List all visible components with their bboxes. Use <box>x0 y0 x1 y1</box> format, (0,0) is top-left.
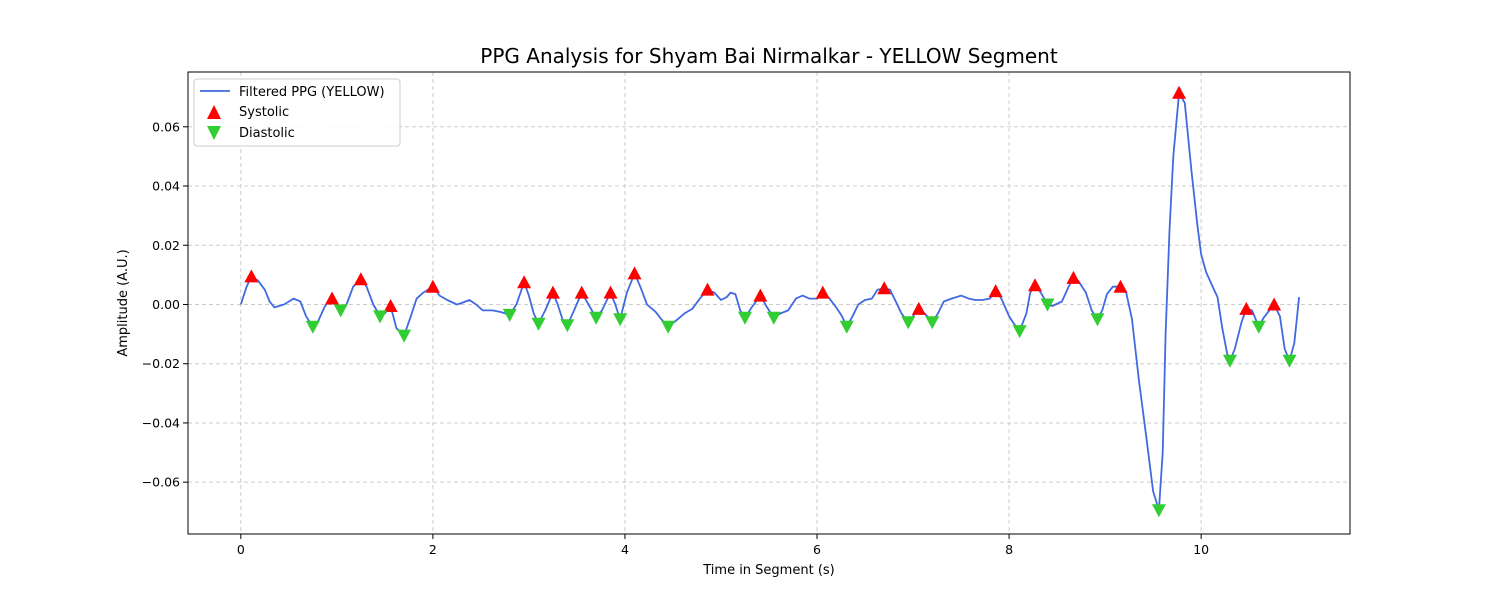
systolic-marker <box>425 279 440 293</box>
diastolic-marker <box>613 313 628 327</box>
systolic-marker <box>988 284 1003 298</box>
x-tick-label: 0 <box>237 542 245 557</box>
legend-diastolic-swatch <box>207 126 221 140</box>
diastolic-marker <box>1040 298 1055 312</box>
diastolic-marker <box>1012 325 1027 339</box>
y-axis-ticks: −0.06 −0.04 −0.02 0.00 0.02 0.04 0.06 <box>142 119 188 490</box>
peak-markers <box>244 85 1297 518</box>
diastolic-marker <box>737 311 752 325</box>
systolic-marker <box>815 285 830 299</box>
y-tick-label: 0.02 <box>152 238 180 253</box>
systolic-marker <box>700 282 715 296</box>
systolic-marker <box>325 291 340 305</box>
diastolic-marker <box>333 304 348 318</box>
diastolic-marker <box>531 317 546 331</box>
chart-title: PPG Analysis for Shyam Bai Nirmalkar - Y… <box>480 44 1058 68</box>
diastolic-marker <box>925 316 940 330</box>
systolic-marker <box>627 266 642 280</box>
diastolic-marker <box>589 311 604 325</box>
systolic-marker <box>1267 297 1282 311</box>
systolic-marker <box>353 272 368 286</box>
diastolic-marker <box>502 308 517 322</box>
diastolic-marker <box>766 311 781 325</box>
x-tick-label: 6 <box>813 542 821 557</box>
diastolic-marker <box>560 319 575 333</box>
y-tick-label: −0.04 <box>142 415 180 430</box>
x-axis-label: Time in Segment (s) <box>702 563 834 578</box>
y-tick-label: 0.06 <box>152 119 180 134</box>
plot-area-frame <box>187 71 1351 535</box>
systolic-marker <box>1239 301 1254 315</box>
diastolic-marker <box>1251 320 1266 334</box>
diastolic-marker <box>373 310 388 324</box>
series-filtered-ppg <box>239 91 1300 512</box>
systolic-marker <box>1066 270 1081 284</box>
legend-label-diastolic: Diastolic <box>239 126 295 141</box>
legend-box <box>193 78 401 147</box>
legend-systolic-swatch <box>207 105 221 119</box>
systolic-marker <box>1113 279 1128 293</box>
y-tick-label: 0.04 <box>152 179 180 194</box>
diastolic-marker <box>397 329 412 343</box>
legend: Filtered PPG (YELLOW) Systolic Diastolic <box>193 78 401 147</box>
legend-label-filtered: Filtered PPG (YELLOW) <box>239 85 385 100</box>
diastolic-marker <box>1090 313 1105 327</box>
x-tick-label: 2 <box>429 542 437 557</box>
diastolic-marker <box>1151 504 1166 518</box>
systolic-marker <box>545 285 560 299</box>
x-tick-label: 4 <box>621 542 629 557</box>
x-tick-label: 8 <box>1005 542 1013 557</box>
y-tick-label: 0.00 <box>152 297 180 312</box>
x-axis-ticks: 0 2 4 6 8 10 <box>237 534 1209 557</box>
ppg-line <box>239 91 1300 512</box>
systolic-marker <box>1028 278 1043 292</box>
y-axis-label: Amplitude (A.U.) <box>116 249 131 356</box>
x-tick-label: 10 <box>1193 542 1209 557</box>
diastolic-marker <box>305 320 320 334</box>
diastolic-marker <box>1282 354 1297 368</box>
y-tick-label: −0.02 <box>142 356 180 371</box>
diastolic-marker <box>1222 354 1237 368</box>
systolic-marker <box>753 288 768 302</box>
systolic-marker <box>911 301 926 315</box>
legend-label-systolic: Systolic <box>239 105 289 120</box>
systolic-marker <box>517 275 532 289</box>
diastolic-marker <box>901 316 916 330</box>
systolic-marker <box>383 298 398 312</box>
systolic-marker <box>1172 85 1187 99</box>
systolic-marker <box>603 285 618 299</box>
systolic-marker <box>574 285 589 299</box>
systolic-marker <box>244 269 259 283</box>
y-tick-label: −0.06 <box>142 475 180 490</box>
systolic-marker <box>877 281 892 295</box>
diastolic-marker <box>839 320 854 334</box>
diastolic-marker <box>661 320 676 334</box>
